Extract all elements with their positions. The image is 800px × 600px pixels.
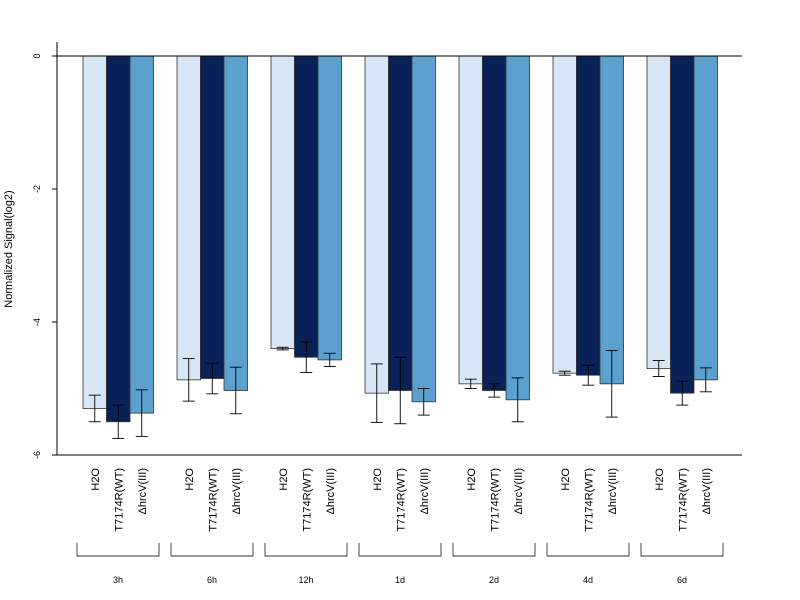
bar <box>505 55 530 401</box>
category-label: ΔhrcV(III) <box>513 468 525 514</box>
category-labels-layer: H2O T7174R(WT) ΔhrcV(III) H2O T7174R(WT) Δhrc… <box>90 468 713 532</box>
category-label: ΔhrcV(III) <box>701 468 713 514</box>
group-bracket <box>640 543 724 557</box>
group-label: 6h <box>207 575 217 585</box>
axes-layer: 0 -2 -4 -6 <box>32 42 742 459</box>
category-label: T7174R(WT) <box>301 468 313 532</box>
bar <box>693 55 718 381</box>
bar <box>270 55 295 350</box>
group-bracket <box>452 543 536 557</box>
category-label: T7174R(WT) <box>677 468 689 532</box>
category-label: T7174R(WT) <box>207 468 219 532</box>
category-label: H2O <box>184 468 196 491</box>
bar <box>670 55 695 394</box>
bars-layer <box>82 55 718 423</box>
bar <box>411 55 436 403</box>
bar <box>388 55 413 391</box>
y-tick-label: -2 <box>32 185 42 193</box>
bar <box>317 55 342 361</box>
bar <box>200 55 225 379</box>
group-bracket <box>76 543 160 557</box>
bar <box>176 55 201 381</box>
y-tick-label: 0 <box>32 53 42 58</box>
y-tick-label: -4 <box>32 318 42 326</box>
bar <box>458 55 483 385</box>
category-label: ΔhrcV(III) <box>325 468 337 514</box>
category-label: H2O <box>90 468 102 491</box>
bar <box>552 55 577 374</box>
category-label: ΔhrcV(III) <box>607 468 619 514</box>
category-label: T7174R(WT) <box>489 468 501 532</box>
bar <box>599 55 624 385</box>
y-axis-label: Normalized Signal(log2) <box>3 190 15 307</box>
group-label: 6d <box>677 575 687 585</box>
group-brackets-layer: 3h 6h 12h 1d 2d 4d 6d <box>76 543 724 585</box>
group-label: 4d <box>583 575 593 585</box>
category-label: H2O <box>654 468 666 491</box>
category-label: H2O <box>466 468 478 491</box>
y-tick-label: -6 <box>32 451 42 459</box>
bar <box>294 55 319 358</box>
category-label: ΔhrcV(III) <box>137 468 149 514</box>
category-label: H2O <box>372 468 384 491</box>
bar <box>129 55 154 414</box>
group-label: 12h <box>298 575 313 585</box>
group-bracket <box>546 543 630 557</box>
group-bracket <box>264 543 348 557</box>
bar <box>106 55 131 423</box>
group-label: 2d <box>489 575 499 585</box>
bar <box>364 55 389 394</box>
category-label: T7174R(WT) <box>583 468 595 532</box>
group-bracket <box>170 543 254 557</box>
group-label: 1d <box>395 575 405 585</box>
category-label: T7174R(WT) <box>113 468 125 532</box>
category-label: T7174R(WT) <box>395 468 407 532</box>
bar <box>223 55 248 391</box>
group-bracket <box>358 543 442 557</box>
bar <box>482 55 507 391</box>
group-label: 3h <box>113 575 123 585</box>
category-label: H2O <box>560 468 572 491</box>
bar <box>82 55 107 409</box>
category-label: ΔhrcV(III) <box>419 468 431 514</box>
bar <box>646 55 671 369</box>
category-label: ΔhrcV(III) <box>231 468 243 514</box>
error-bars-layer <box>88 341 712 439</box>
bar <box>576 55 601 376</box>
category-label: H2O <box>278 468 290 491</box>
